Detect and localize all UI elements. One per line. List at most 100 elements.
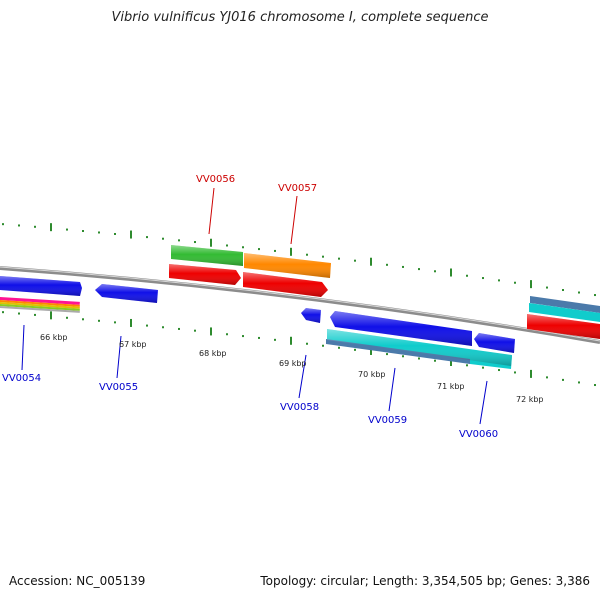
inner-ruler-minor-tick <box>354 348 356 351</box>
inner-ruler-minor-tick <box>66 316 68 319</box>
gene-label-vv0059[interactable]: VV0059 <box>368 415 407 426</box>
feature-bar-gray[interactable] <box>0 305 80 313</box>
outer-ruler-major-tick <box>130 230 132 239</box>
outer-ruler-minor-tick <box>66 228 68 231</box>
inner-ruler-minor-tick <box>34 313 36 316</box>
accession-text: Accession: NC_005139 <box>9 574 146 588</box>
inner-ruler-major-tick <box>130 318 132 327</box>
sequence-backbone <box>0 266 600 344</box>
outer-ruler-major-tick <box>370 257 372 266</box>
outer-ruler-minor-tick <box>482 277 484 280</box>
inner-ruler-minor-tick <box>18 312 20 315</box>
outer-ruler-minor-tick <box>386 263 388 266</box>
inner-ruler-major-tick <box>370 346 372 355</box>
inner-ruler-minor-tick <box>594 384 596 387</box>
outer-ruler-minor-tick <box>178 239 180 242</box>
outer-ruler-minor-tick <box>498 279 500 282</box>
feature-bar-cyan-right[interactable] <box>529 303 600 322</box>
outer-ruler-minor-tick <box>34 225 36 228</box>
feature-bar-yellow[interactable] <box>0 301 80 309</box>
gene-label-vv0054[interactable]: VV0054 <box>2 373 41 384</box>
outer-ruler-minor-tick <box>114 232 116 235</box>
inner-ruler-minor-tick <box>194 329 196 332</box>
callout-line-vv0060 <box>479 380 488 425</box>
outer-ruler-minor-tick <box>578 291 580 294</box>
inner-ruler-minor-tick <box>162 326 164 329</box>
inner-ruler-minor-tick <box>402 355 404 358</box>
feature-bar-lime[interactable] <box>0 303 80 311</box>
outer-ruler-minor-tick <box>162 237 164 240</box>
scale-label-70kbp: 70 kbp <box>358 370 386 379</box>
outer-ruler-minor-tick <box>194 241 196 244</box>
inner-ruler-minor-tick <box>178 327 180 330</box>
feature-bar-orange[interactable] <box>0 300 80 307</box>
outer-ruler-major-tick <box>290 247 292 256</box>
outer-ruler-minor-tick <box>514 281 516 284</box>
outer-ruler-minor-tick <box>594 294 596 297</box>
inner-ruler-minor-tick <box>98 319 100 322</box>
feature-bar-steel-right[interactable] <box>530 296 600 313</box>
outer-ruler-minor-tick <box>562 289 564 292</box>
scale-label-72kbp: 72 kbp <box>516 395 544 404</box>
inner-ruler-major-tick <box>50 311 52 320</box>
outer-ruler-minor-tick <box>306 253 308 256</box>
inner-ruler-minor-tick <box>338 346 340 349</box>
feature-bar-steel-long[interactable] <box>326 339 470 364</box>
inner-ruler-minor-tick <box>226 333 228 336</box>
inner-ruler-major-tick <box>290 336 292 345</box>
outer-ruler-minor-tick <box>18 224 20 227</box>
outer-ruler-minor-tick <box>354 259 356 262</box>
outer-ruler-minor-tick <box>322 255 324 258</box>
inner-ruler-minor-tick <box>434 359 436 362</box>
gene-label-vv0057[interactable]: VV0057 <box>278 183 317 194</box>
callout-line-vv0058 <box>298 354 307 399</box>
inner-ruler-major-tick <box>210 327 212 336</box>
inner-ruler-minor-tick <box>578 381 580 384</box>
outer-ruler-minor-tick <box>338 257 340 260</box>
gene-label-vv0055[interactable]: VV0055 <box>99 382 138 393</box>
outer-ruler-minor-tick <box>146 236 148 239</box>
inner-ruler-minor-tick <box>418 357 420 360</box>
outer-ruler-major-tick <box>50 223 52 232</box>
inner-ruler-minor-tick <box>82 318 84 321</box>
inner-ruler-minor-tick <box>306 342 308 345</box>
inner-ruler-minor-tick <box>562 378 564 381</box>
outer-ruler-minor-tick <box>2 223 4 226</box>
feature-bar-magenta[interactable] <box>0 297 80 305</box>
scale-label-67kbp: 67 kbp <box>119 340 147 349</box>
outer-ruler-minor-tick <box>418 268 420 271</box>
outer-ruler-minor-tick <box>82 230 84 233</box>
sequence-backbone-highlight <box>0 266 600 342</box>
scale-label-71kbp: 71 kbp <box>437 382 465 391</box>
inner-ruler-minor-tick <box>274 338 276 341</box>
gene-label-vv0056[interactable]: VV0056 <box>196 174 235 185</box>
inner-ruler-minor-tick <box>514 371 516 374</box>
inner-ruler-minor-tick <box>546 376 548 379</box>
inner-ruler-minor-tick <box>322 344 324 347</box>
outer-ruler-minor-tick <box>98 231 100 234</box>
outer-ruler <box>2 223 596 297</box>
callout-line-vv0056 <box>208 187 215 235</box>
outer-ruler-minor-tick <box>258 248 260 251</box>
inner-ruler-minor-tick <box>482 366 484 369</box>
feature-shading <box>0 245 600 366</box>
outer-ruler-minor-tick <box>546 286 548 289</box>
callout-line-vv0054 <box>21 324 25 371</box>
scale-label-68kbp: 68 kbp <box>199 349 227 358</box>
outer-ruler-major-tick <box>530 280 532 289</box>
callout-line-vv0057 <box>290 195 298 245</box>
gene-label-vv0060[interactable]: VV0060 <box>459 429 498 440</box>
outer-ruler-minor-tick <box>434 270 436 273</box>
genome-summary-text: Topology: circular; Length: 3,354,505 bp… <box>260 574 590 588</box>
inner-ruler-minor-tick <box>386 353 388 356</box>
inner-ruler-major-tick <box>450 358 452 366</box>
callout-line-vv0059 <box>388 367 396 412</box>
gene-label-vv0058[interactable]: VV0058 <box>280 402 319 413</box>
inner-ruler-minor-tick <box>2 311 4 314</box>
outer-ruler-minor-tick <box>274 249 276 252</box>
outer-ruler-minor-tick <box>402 265 404 268</box>
inner-ruler-minor-tick <box>258 336 260 339</box>
inner-ruler-major-tick <box>530 369 532 378</box>
